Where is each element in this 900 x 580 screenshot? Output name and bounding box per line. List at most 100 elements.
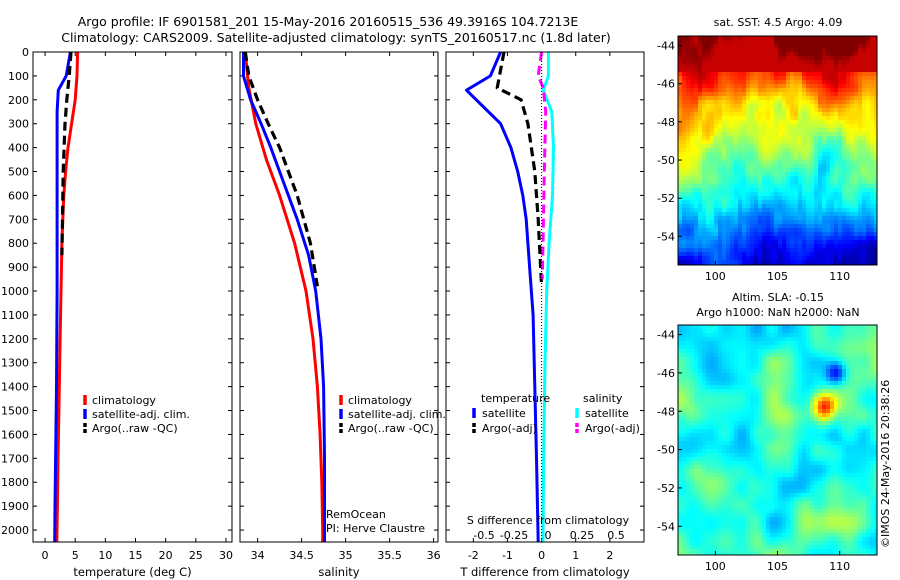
x-tick-label: 15 xyxy=(129,549,143,562)
salinity-series-line-1 xyxy=(243,51,325,542)
x-tick-label: 110 xyxy=(829,560,850,573)
x-tick-label: 10 xyxy=(98,549,112,562)
legend-label-2: satellite-adj. clim. xyxy=(348,408,446,421)
y-tick-label: -50 xyxy=(657,154,675,167)
y-tick-label: 800 xyxy=(8,237,29,250)
difference-series-line-3 xyxy=(541,52,555,543)
x-tick-label: 105 xyxy=(767,560,788,573)
x-tick-label: 30 xyxy=(219,549,233,562)
difference-series-line-2 xyxy=(495,51,544,287)
legend-label-3: Argo(..raw -QC) xyxy=(92,422,178,435)
y-tick-label: 300 xyxy=(8,118,29,131)
x-tick-label: 20 xyxy=(159,549,173,562)
difference-series-line-4 xyxy=(536,51,548,280)
y-tick-label: 1600 xyxy=(1,428,29,441)
x-axis-label: T difference from climatology xyxy=(459,565,630,579)
x-axis-label-top: S difference from climatology xyxy=(467,514,630,527)
legend-header-temperature: temperature xyxy=(481,392,550,405)
legend-label-3: satellite xyxy=(585,407,629,420)
y-tick-label: 600 xyxy=(8,189,29,202)
x-tick-label: 0 xyxy=(42,549,49,562)
y-tick-label: -54 xyxy=(657,230,675,243)
x-tick-label: 35.5 xyxy=(377,549,402,562)
x-tick-label: 5 xyxy=(72,549,79,562)
x-tick-label: 35 xyxy=(339,549,353,562)
legend-label-1: climatology xyxy=(348,394,412,407)
y-tick-label: 700 xyxy=(8,213,29,226)
y-tick-label: -46 xyxy=(657,367,675,380)
legend-label-1: satellite xyxy=(482,407,526,420)
y-tick-label: -52 xyxy=(657,192,675,205)
y-tick-label: 500 xyxy=(8,166,29,179)
figure-title-line2: Climatology: CARS2009. Satellite-adjuste… xyxy=(61,30,611,45)
x-tick-label: 100 xyxy=(705,270,726,283)
sst-map-panel: 100 105 110 -44 -46 -48 -50 -52 -54 sat. SST: 4.5… xyxy=(657,16,878,283)
legend-label-2: satellite-adj. clim. xyxy=(92,408,190,421)
x-axis-label: salinity xyxy=(318,565,359,579)
sla_map-heatmap-cells xyxy=(678,325,878,556)
plot-frame xyxy=(445,51,645,543)
sst_map-heatmap-cells xyxy=(678,36,878,266)
y-tick-label: 400 xyxy=(8,142,29,155)
x-tick-label-top: 0 xyxy=(545,529,552,542)
temperature-series-line-2 xyxy=(53,51,72,543)
x-axis-label: temperature (deg C) xyxy=(73,565,191,579)
legend-header-salinity: salinity xyxy=(583,392,623,405)
salinity-series-line-3 xyxy=(243,51,319,287)
y-tick-label: 1000 xyxy=(1,285,29,298)
y-tick-label: -48 xyxy=(657,405,675,418)
x-tick-label-top: 0.5 xyxy=(607,529,625,542)
y-tick-label: 1300 xyxy=(1,357,29,370)
y-tick-label: -54 xyxy=(657,520,675,533)
temperature-series-line-1 xyxy=(55,51,80,543)
x-tick-label: 34 xyxy=(251,549,265,562)
y-tick-label: 200 xyxy=(8,94,29,107)
y-tick-label: -44 xyxy=(657,329,675,342)
sst-map-title: sat. SST: 4.5 Argo: 4.09 xyxy=(714,16,843,29)
legend-label-2: Argo(-adj) xyxy=(482,422,537,435)
annotation-pi: PI: Herve Claustre xyxy=(326,522,425,535)
legend-label-3: Argo(..raw -QC) xyxy=(348,422,434,435)
salinity-profile-panel: 34 34.5 35 35.5 36 salinity climatologysatelli… xyxy=(239,51,446,579)
figure-title-line1: Argo profile: IF 6901581_201 15-May-2016… xyxy=(78,14,579,29)
legend-label-4: Argo(-adj) xyxy=(585,422,640,435)
sla-map-panel: 100 105 110 -44 -46 -48 -50 -52 -54 Altim. SLA: -… xyxy=(657,291,878,573)
sla-map-title-line1: Altim. SLA: -0.15 xyxy=(732,291,824,304)
annotation-program: RemOcean xyxy=(326,508,386,521)
temperature-profile-panel: 0100200300400500600700800900100011001200… xyxy=(1,46,233,579)
plot-frame xyxy=(239,51,439,543)
x-tick-label-top: -0.5 xyxy=(473,529,494,542)
y-tick-label: 2000 xyxy=(1,524,29,537)
y-tick-label: -44 xyxy=(657,40,675,53)
x-tick-label-top: 0.25 xyxy=(570,529,595,542)
x-tick-label: -1 xyxy=(502,549,513,562)
salinity-series-line-2 xyxy=(242,52,326,542)
y-tick-label: 1700 xyxy=(1,452,29,465)
x-tick-label: 25 xyxy=(189,549,203,562)
y-tick-label: 1400 xyxy=(1,381,29,394)
x-tick-label: 100 xyxy=(705,560,726,573)
x-tick-label: 1 xyxy=(572,549,579,562)
x-tick-label: 105 xyxy=(767,270,788,283)
imos-timestamp: ©IMOS 24-May-2016 20:38:26 xyxy=(879,380,892,548)
y-tick-label: -46 xyxy=(657,78,675,91)
y-tick-label: 0 xyxy=(22,46,29,59)
y-tick-label: 1500 xyxy=(1,405,29,418)
x-tick-label: 2 xyxy=(606,549,613,562)
y-tick-label: 100 xyxy=(8,70,29,83)
y-tick-label: -52 xyxy=(657,482,675,495)
difference-profile-panel: -2 -1 0 1 2 T difference from climatology temp… xyxy=(445,51,645,579)
temperature-series-line-3 xyxy=(60,51,73,256)
x-tick-label: 0 xyxy=(538,549,545,562)
y-tick-label: 1900 xyxy=(1,500,29,513)
plot-frame xyxy=(32,51,233,543)
y-tick-label: -50 xyxy=(657,444,675,457)
x-tick-label: -2 xyxy=(468,549,479,562)
y-tick-label: 1200 xyxy=(1,333,29,346)
x-tick-label: 34.5 xyxy=(289,549,314,562)
sla-map-title-line2: Argo h1000: NaN h2000: NaN xyxy=(696,306,859,319)
x-tick-label: 36 xyxy=(427,549,441,562)
legend-label-1: climatology xyxy=(92,394,156,407)
y-tick-label: -48 xyxy=(657,116,675,129)
